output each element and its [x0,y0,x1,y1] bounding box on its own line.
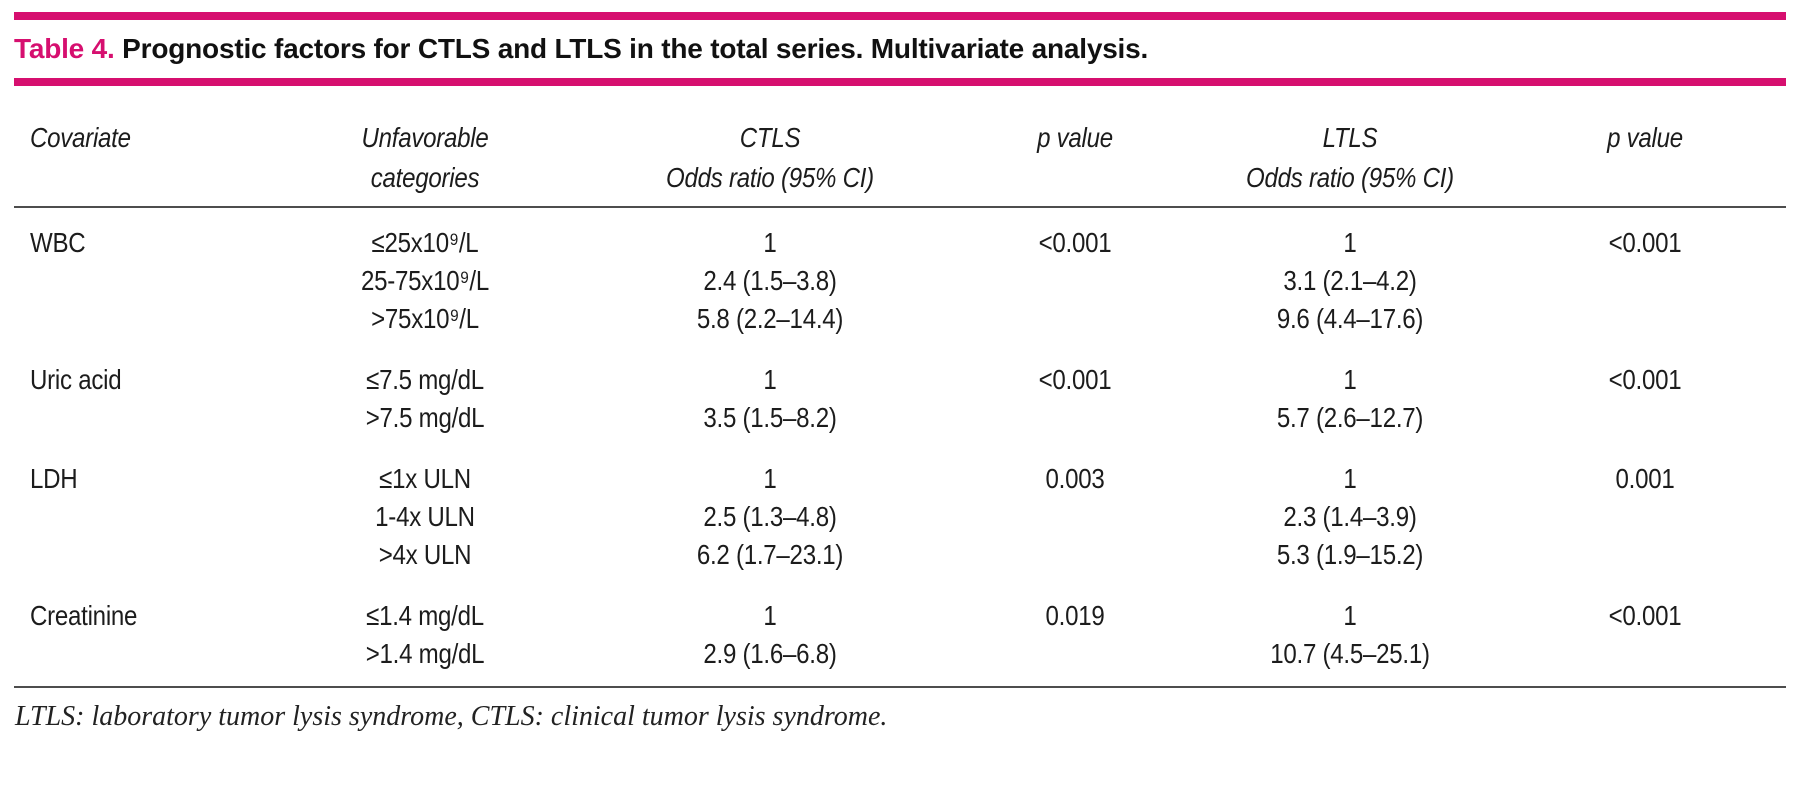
covariate-label: WBC [30,227,86,258]
table-row-wbc: WBC ≤25x10⁹/L 25-75x10⁹/L >75x10⁹/L 1 2.… [0,224,1800,338]
odds-ratio-value: 1 [1343,364,1357,395]
category-value: >75x10⁹/L [371,303,479,334]
table-row-uric-acid: Uric acid ≤7.5 mg/dL >7.5 mg/dL 1 3.5 (1… [0,361,1800,437]
p-value: 0.003 [1045,463,1105,494]
header-cell-covariate: Covariate [15,118,260,198]
cell-ltls-odds-ratio: 1 5.7 (2.6–12.7) [1200,361,1500,437]
table-number-label: Table 4. [14,33,115,64]
header-cell-categories: Unfavorable categories [260,118,590,198]
odds-ratio-value: 1 [1343,227,1357,258]
cell-ctls-pvalue: 0.003 [950,460,1200,574]
odds-ratio-value: 2.5 (1.3–4.8) [703,501,837,532]
covariate-label: LDH [30,463,78,494]
cell-categories: ≤1x ULN 1-4x ULN >4x ULN [260,460,590,574]
p-value: 0.001 [1615,463,1675,494]
cell-ctls-pvalue: <0.001 [950,224,1200,338]
accent-rule-bottom [14,78,1786,86]
table-title-text: Prognostic factors for CTLS and LTLS in … [114,33,1149,64]
odds-ratio-value: 1 [763,227,777,258]
covariate-label: Creatinine [30,600,138,631]
cell-ctls-odds-ratio: 1 2.4 (1.5–3.8) 5.8 (2.2–14.4) [590,224,950,338]
header-divider-rule [14,206,1786,208]
column-header-ctls: CTLS [739,122,801,153]
category-value: 1-4x ULN [375,501,475,532]
cell-categories: ≤7.5 mg/dL >7.5 mg/dL [260,361,590,437]
odds-ratio-value: 1 [763,600,777,631]
table-row-ldh: LDH ≤1x ULN 1-4x ULN >4x ULN 1 2.5 (1.3–… [0,460,1800,574]
table-footnote: LTLS: laboratory tumor lysis syndrome, C… [15,701,888,732]
cell-ctls-odds-ratio: 1 2.9 (1.6–6.8) [590,597,950,673]
cell-categories: ≤1.4 mg/dL >1.4 mg/dL [260,597,590,673]
header-cell-pvalue-ltls: p value [1500,118,1790,198]
header-cell-ltls: LTLS Odds ratio (95% CI) [1200,118,1500,198]
p-value: <0.001 [1038,364,1112,395]
odds-ratio-value: 5.7 (2.6–12.7) [1276,402,1424,433]
covariate-label: Uric acid [30,364,122,395]
odds-ratio-value: 1 [1343,600,1357,631]
odds-ratio-value: 10.7 (4.5–25.1) [1270,638,1430,669]
cell-ltls-pvalue: <0.001 [1500,361,1790,437]
category-value: 25-75x10⁹/L [361,265,489,296]
cell-ltls-odds-ratio: 1 2.3 (1.4–3.9) 5.3 (1.9–15.2) [1200,460,1500,574]
odds-ratio-value: 1 [763,463,777,494]
category-value: >1.4 mg/dL [365,638,485,669]
accent-rule-top [14,12,1786,20]
p-value: <0.001 [1038,227,1112,258]
odds-ratio-value: 2.9 (1.6–6.8) [703,638,837,669]
cell-ctls-odds-ratio: 1 2.5 (1.3–4.8) 6.2 (1.7–23.1) [590,460,950,574]
odds-ratio-value: 5.8 (2.2–14.4) [696,303,844,334]
column-header-pvalue-ctls: p value [1037,122,1113,153]
p-value: <0.001 [1608,227,1682,258]
odds-ratio-value: 9.6 (4.4–17.6) [1276,303,1424,334]
p-value: <0.001 [1608,364,1682,395]
odds-ratio-value: 1 [763,364,777,395]
table-title: Table 4. Prognostic factors for CTLS and… [14,20,1786,78]
category-value: ≤25x10⁹/L [371,227,479,258]
cell-ltls-pvalue: <0.001 [1500,224,1790,338]
odds-ratio-value: 6.2 (1.7–23.1) [696,539,844,570]
column-header-categories: categories [370,162,480,193]
footnote-divider-rule [14,686,1786,688]
p-value: 0.019 [1045,600,1105,631]
odds-ratio-value: 3.1 (2.1–4.2) [1283,265,1417,296]
column-header-ltls: LTLS [1322,122,1378,153]
header-cell-ctls: CTLS Odds ratio (95% CI) [590,118,950,198]
odds-ratio-value: 3.5 (1.5–8.2) [703,402,837,433]
column-header-unfavorable: Unfavorable [361,122,489,153]
p-value: <0.001 [1608,600,1682,631]
table-figure: Table 4. Prognostic factors for CTLS and… [0,12,1800,733]
cell-ltls-odds-ratio: 1 3.1 (2.1–4.2) 9.6 (4.4–17.6) [1200,224,1500,338]
cell-ctls-pvalue: 0.019 [950,597,1200,673]
table-row-creatinine: Creatinine ≤1.4 mg/dL >1.4 mg/dL 1 2.9 (… [0,597,1800,673]
table-body: WBC ≤25x10⁹/L 25-75x10⁹/L >75x10⁹/L 1 2.… [0,208,1800,686]
category-value: ≤1x ULN [379,463,471,494]
odds-ratio-value: 1 [1343,463,1357,494]
cell-categories: ≤25x10⁹/L 25-75x10⁹/L >75x10⁹/L [260,224,590,338]
odds-ratio-value: 5.3 (1.9–15.2) [1276,539,1424,570]
header-cell-pvalue-ctls: p value [950,118,1200,198]
cell-ctls-pvalue: <0.001 [950,361,1200,437]
cell-ltls-pvalue: 0.001 [1500,460,1790,574]
odds-ratio-value: 2.4 (1.5–3.8) [703,265,837,296]
cell-covariate: WBC [15,224,260,338]
cell-ltls-odds-ratio: 1 10.7 (4.5–25.1) [1200,597,1500,673]
cell-covariate: Uric acid [15,361,260,437]
column-subheader-odds-ratio-ctls: Odds ratio (95% CI) [666,162,874,193]
table-header-row: Covariate Unfavorable categories CTLS Od… [0,86,1800,198]
column-header-covariate: Covariate [30,122,131,153]
category-value: >4x ULN [378,539,472,570]
category-value: >7.5 mg/dL [365,402,485,433]
category-value: ≤1.4 mg/dL [366,600,484,631]
cell-covariate: LDH [15,460,260,574]
odds-ratio-value: 2.3 (1.4–3.9) [1283,501,1417,532]
column-subheader-odds-ratio-ltls: Odds ratio (95% CI) [1246,162,1454,193]
cell-ltls-pvalue: <0.001 [1500,597,1790,673]
cell-ctls-odds-ratio: 1 3.5 (1.5–8.2) [590,361,950,437]
cell-covariate: Creatinine [15,597,260,673]
column-header-pvalue-ltls: p value [1607,122,1683,153]
category-value: ≤7.5 mg/dL [366,364,484,395]
